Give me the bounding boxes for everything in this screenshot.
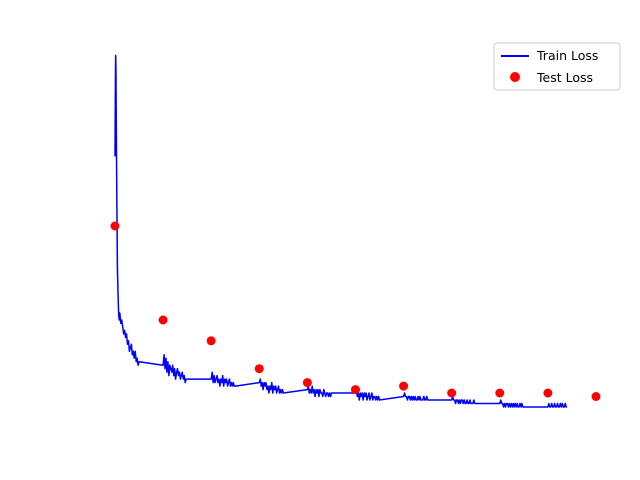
train-loss-line: [114, 54, 568, 408]
test-loss-point: [495, 388, 505, 398]
test-loss-point: [158, 315, 168, 325]
test-loss-point: [591, 392, 601, 401]
test-loss-point: [543, 388, 553, 398]
plot-area: [110, 54, 601, 408]
legend-test-loss-swatch: [510, 72, 520, 82]
legend-train-loss-label: Train Loss: [536, 48, 598, 63]
test-loss-point: [447, 388, 457, 398]
test-loss-point: [110, 221, 120, 231]
test-loss-point: [302, 378, 312, 388]
test-loss-point: [351, 385, 360, 395]
legend: Train Loss Test Loss: [493, 42, 621, 91]
test-loss-points: [110, 221, 601, 401]
legend-test-loss-label: Test Loss: [536, 70, 593, 85]
test-loss-point: [399, 381, 409, 391]
test-loss-point: [254, 364, 264, 374]
legend-frame: [493, 42, 621, 91]
test-loss-point: [206, 336, 216, 346]
